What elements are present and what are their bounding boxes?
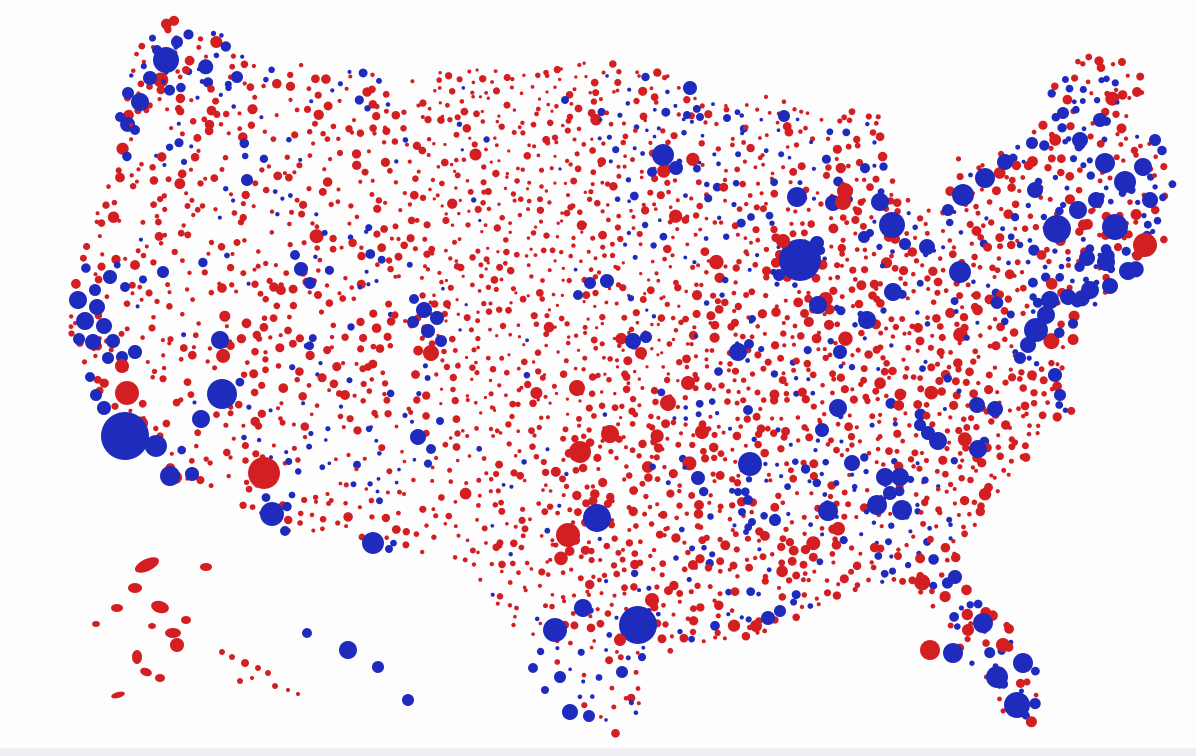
bottom-edge-strip	[0, 748, 1196, 756]
